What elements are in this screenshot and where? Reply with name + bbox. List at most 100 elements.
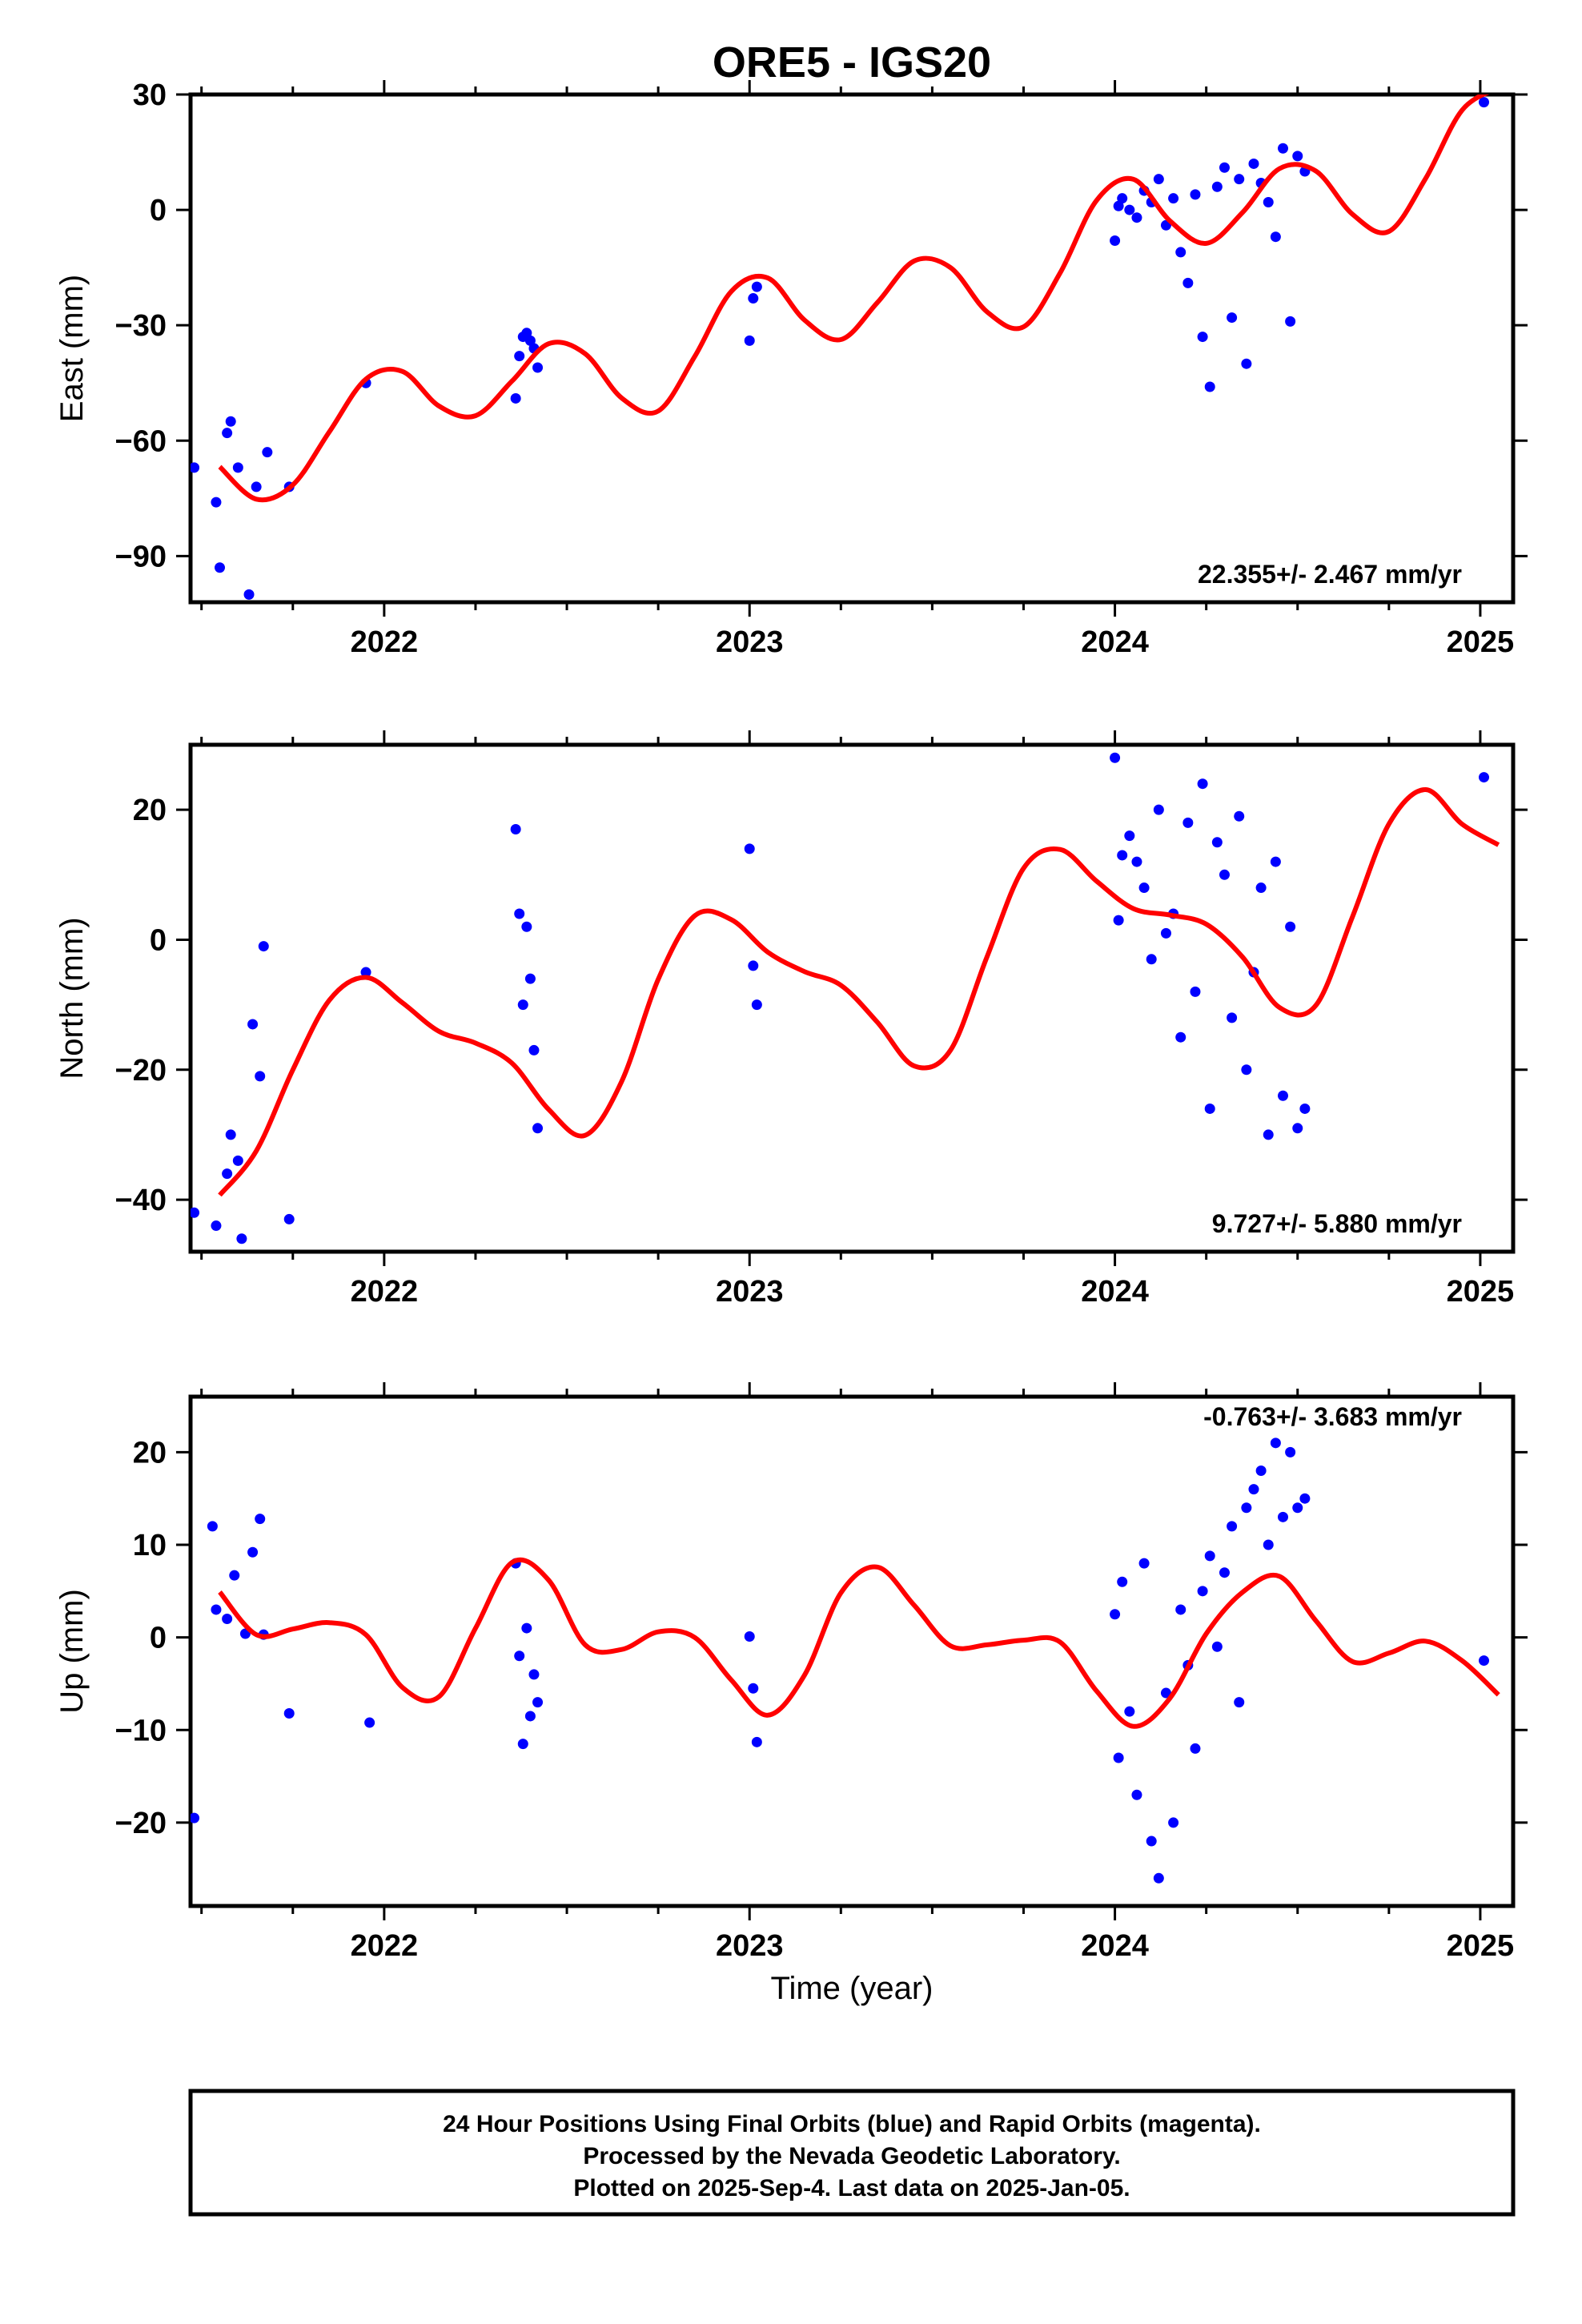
chart-title: ORE5 - IGS20 [713,38,991,86]
up-data-point [1263,1539,1274,1550]
north-y-axis-label: North (mm) [54,917,90,1079]
up-data-point [1168,1817,1179,1828]
north-data-point [283,1213,295,1224]
up-data-layer [191,1437,1500,1884]
up-data-point [1124,1706,1135,1717]
east-data-point [1248,158,1259,169]
north-data-point [1153,804,1164,815]
north-data-point [748,960,759,971]
up-data-point [748,1683,759,1694]
north-data-point [532,1123,544,1134]
north-data-point [1110,752,1121,763]
east-data-point [262,447,273,458]
north-y-tick-label: 0 [150,923,167,957]
north-y-tick-label: −20 [115,1054,167,1088]
up-data-point [1277,1511,1288,1522]
north-data-point [211,1220,222,1232]
north-data-point [1175,1031,1186,1043]
east-plot-frame [188,92,1516,605]
footer-line-2: Processed by the Nevada Geodetic Laborat… [583,2143,1120,2169]
north-data-point [514,908,525,919]
up-data-point [247,1546,259,1558]
north-rate-label: 9.727+/- 5.880 mm/yr [1212,1209,1462,1238]
north-data-point [258,941,269,952]
up-data-point [255,1514,266,1525]
east-data-point [215,562,226,573]
east-data-point [1241,358,1252,369]
up-data-point [1131,1789,1142,1800]
up-panel: 2022 2023 2024 2025 20 10 0 −10 −20 Up (mm) -0.763… [54,1382,1528,1963]
up-data-point [1117,1576,1128,1587]
up-x-tick-label: 2025 [1447,1929,1515,1963]
up-data-point [207,1521,218,1532]
east-y-tick-label: −30 [115,309,167,343]
footer-line-1: 24 Hour Positions Using Final Orbits (bl… [443,2111,1261,2137]
east-data-point [510,392,521,404]
up-data-point [1299,1493,1311,1504]
up-data-point [283,1707,295,1719]
up-data-point [1110,1609,1121,1620]
north-data-point [1241,1064,1252,1076]
up-data-point [1285,1446,1296,1458]
north-data-layer [191,752,1500,1244]
north-data-point [1182,817,1194,828]
east-data-point [1292,151,1303,162]
up-data-point [364,1717,375,1728]
east-data-point [1182,277,1194,288]
east-model-curve [218,94,1490,503]
east-data-point [1219,162,1230,173]
up-data-point [1113,1752,1124,1763]
up-data-point [1197,1586,1208,1597]
north-y-tick-label: −40 [115,1184,167,1217]
up-data-point [222,1614,233,1625]
north-x-tick-label: 2024 [1081,1275,1149,1309]
east-data-point [751,281,762,292]
north-data-point [744,843,755,854]
east-x-tick-label: 2022 [351,625,419,659]
east-data-point [1227,312,1238,324]
north-data-point [1190,986,1201,997]
up-data-point [1255,1466,1267,1477]
east-data-point [191,462,200,473]
up-model-curve [218,1557,1500,1729]
east-data-point [232,462,243,473]
up-x-tick-label: 2022 [351,1929,419,1963]
up-data-point [744,1630,755,1642]
north-data-point [1285,921,1296,932]
east-data-point [1168,193,1179,204]
north-data-point [521,921,532,932]
up-data-point [1478,1655,1489,1667]
north-data-point [1211,837,1223,848]
north-data-point [1255,883,1267,894]
up-data-point [1219,1567,1230,1578]
north-panel: 2022 2023 2024 2025 20 0 −20 −40 North (mm) 9.727… [54,730,1528,1309]
north-data-point [1113,915,1124,926]
north-x-tick-label: 2025 [1447,1275,1515,1309]
north-data-point [1146,954,1157,965]
east-x-tick-label: 2024 [1081,625,1149,659]
up-y-tick-label: 0 [150,1622,167,1655]
up-rate-label: -0.763+/- 3.683 mm/yr [1203,1402,1462,1431]
up-data-point [1190,1743,1201,1754]
north-y-tick-label: 20 [133,794,167,827]
north-x-tick-label: 2022 [351,1275,419,1309]
east-data-point [1211,181,1223,192]
up-y-tick-label: 10 [133,1529,167,1562]
east-data-point [222,428,233,439]
north-data-point [1227,1012,1238,1023]
north-data-point [1160,927,1171,939]
north-data-point [222,1168,233,1180]
east-y-tick-label: −90 [115,540,167,573]
north-data-point [360,967,371,978]
north-data-point [510,824,521,834]
up-data-point [1211,1641,1223,1652]
up-data-point [1234,1697,1245,1708]
north-data-point [1263,1129,1274,1140]
north-data-point [1124,830,1135,842]
up-data-point [1146,1835,1157,1847]
east-data-point [748,293,759,304]
up-data-point [229,1570,240,1581]
up-data-point [517,1739,528,1750]
north-data-point [1277,1090,1288,1101]
east-data-point [744,335,755,346]
